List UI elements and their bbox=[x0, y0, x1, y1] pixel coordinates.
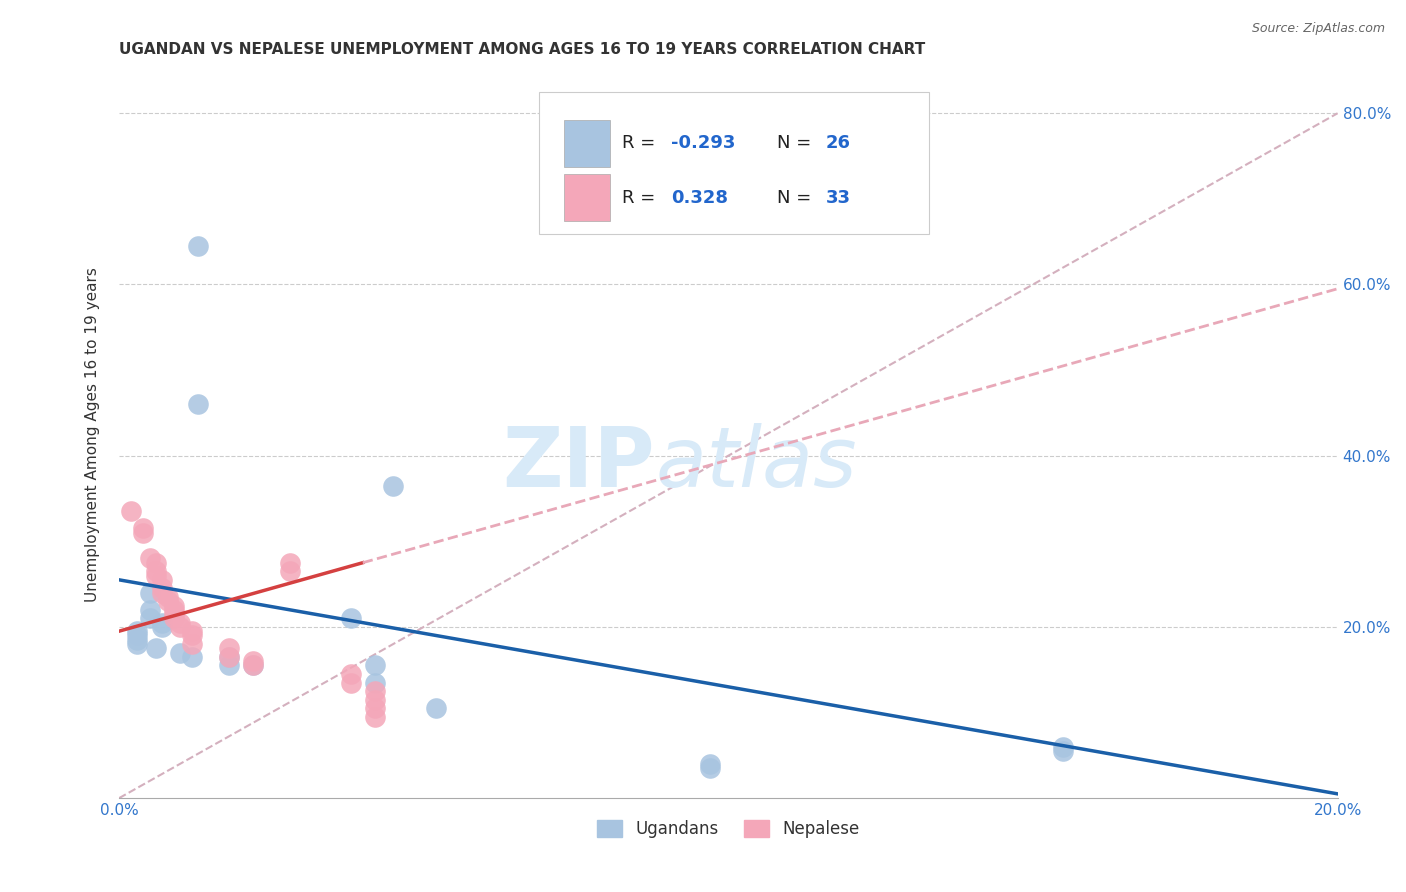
Point bbox=[138, 611, 160, 625]
Point bbox=[138, 603, 160, 617]
Point bbox=[169, 615, 191, 630]
Point bbox=[364, 675, 387, 690]
Point bbox=[127, 628, 149, 642]
Point bbox=[138, 585, 160, 599]
Point bbox=[339, 675, 361, 690]
Point bbox=[145, 556, 167, 570]
Point bbox=[187, 397, 209, 411]
Point bbox=[145, 641, 167, 656]
FancyBboxPatch shape bbox=[540, 92, 929, 235]
Point bbox=[242, 658, 264, 673]
Bar bbox=[564, 174, 610, 221]
Point bbox=[145, 568, 167, 582]
Point bbox=[163, 603, 186, 617]
Point bbox=[132, 525, 155, 540]
Point bbox=[163, 611, 186, 625]
Point bbox=[138, 551, 160, 566]
Point bbox=[150, 573, 173, 587]
Point bbox=[181, 628, 204, 642]
Point bbox=[163, 607, 186, 621]
Point bbox=[127, 624, 149, 639]
Text: -0.293: -0.293 bbox=[671, 134, 735, 153]
Point bbox=[218, 649, 240, 664]
Point bbox=[242, 654, 264, 668]
Point bbox=[218, 649, 240, 664]
Point bbox=[242, 658, 264, 673]
Point bbox=[169, 646, 191, 660]
Y-axis label: Unemployment Among Ages 16 to 19 years: Unemployment Among Ages 16 to 19 years bbox=[86, 267, 100, 602]
Point bbox=[181, 624, 204, 639]
Point bbox=[1052, 744, 1074, 758]
Point bbox=[699, 761, 721, 775]
Point bbox=[156, 594, 179, 608]
Point bbox=[145, 564, 167, 578]
Point bbox=[163, 599, 186, 613]
Point bbox=[339, 611, 361, 625]
Text: 26: 26 bbox=[825, 134, 851, 153]
Text: N =: N = bbox=[778, 134, 817, 153]
Point bbox=[218, 641, 240, 656]
Point bbox=[132, 521, 155, 535]
Point bbox=[278, 564, 301, 578]
Point bbox=[127, 637, 149, 651]
Point bbox=[150, 585, 173, 599]
Point bbox=[127, 632, 149, 647]
Text: Source: ZipAtlas.com: Source: ZipAtlas.com bbox=[1251, 22, 1385, 36]
Bar bbox=[564, 120, 610, 167]
Point bbox=[187, 239, 209, 253]
Point bbox=[364, 658, 387, 673]
Point bbox=[382, 478, 405, 492]
Text: UGANDAN VS NEPALESE UNEMPLOYMENT AMONG AGES 16 TO 19 YEARS CORRELATION CHART: UGANDAN VS NEPALESE UNEMPLOYMENT AMONG A… bbox=[120, 42, 925, 57]
Point bbox=[169, 620, 191, 634]
Text: 33: 33 bbox=[825, 189, 851, 207]
Point bbox=[156, 590, 179, 604]
Point bbox=[425, 701, 447, 715]
Point bbox=[278, 556, 301, 570]
Point bbox=[364, 710, 387, 724]
Legend: Ugandans, Nepalese: Ugandans, Nepalese bbox=[591, 813, 866, 845]
Point bbox=[150, 620, 173, 634]
Point bbox=[364, 701, 387, 715]
Point bbox=[150, 615, 173, 630]
Text: 0.328: 0.328 bbox=[671, 189, 728, 207]
Point bbox=[218, 658, 240, 673]
Text: R =: R = bbox=[623, 134, 661, 153]
Point bbox=[339, 667, 361, 681]
Text: atlas: atlas bbox=[655, 423, 856, 504]
Text: ZIP: ZIP bbox=[503, 423, 655, 504]
Point bbox=[364, 684, 387, 698]
Point bbox=[181, 637, 204, 651]
Point bbox=[364, 692, 387, 706]
Point bbox=[120, 504, 142, 518]
Text: N =: N = bbox=[778, 189, 817, 207]
Point bbox=[181, 649, 204, 664]
Point bbox=[1052, 739, 1074, 754]
Text: R =: R = bbox=[623, 189, 666, 207]
Point bbox=[699, 756, 721, 771]
Point bbox=[150, 582, 173, 596]
